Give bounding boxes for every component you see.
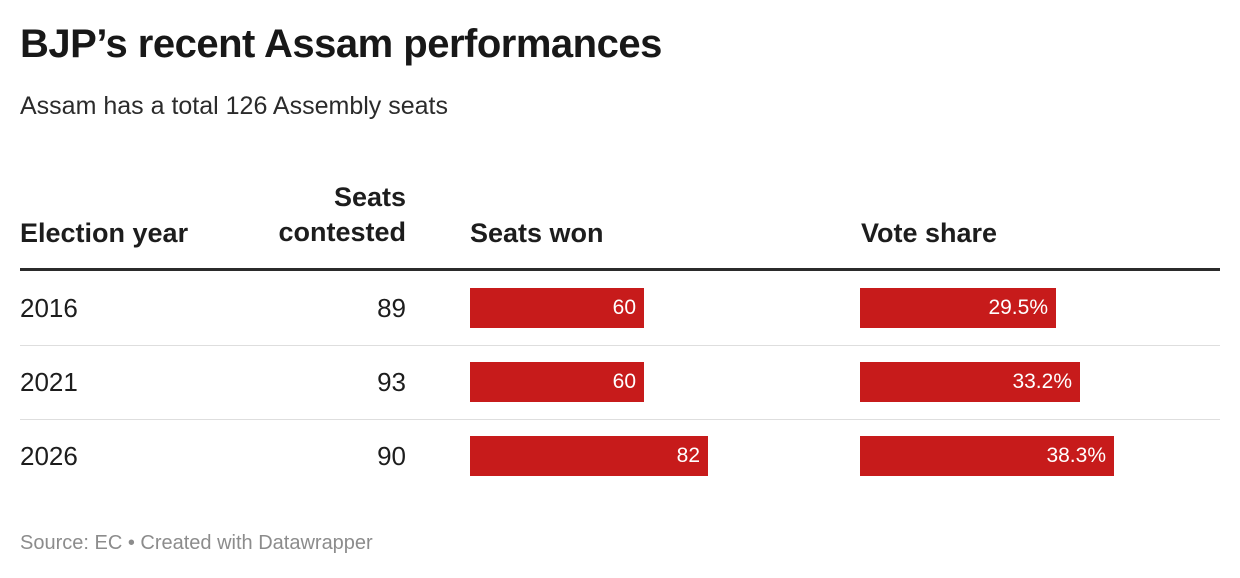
vote-share-bar: 33.2% [860, 362, 1080, 402]
vote-share-label: 29.5% [988, 296, 1048, 319]
seats-won-bar: 60 [470, 362, 644, 402]
seats-won-bar: 82 [470, 436, 708, 476]
seats-won-label: 82 [676, 444, 700, 467]
chart-subtitle: Assam has a total 126 Assembly seats [20, 92, 448, 120]
chart-title: BJP’s recent Assam performances [20, 22, 662, 66]
header-seats-contested-line1: Seats [333, 182, 406, 212]
cell-seats-contested: 89 [377, 293, 406, 323]
source-note: Source: EC • Created with Datawrapper [20, 532, 373, 554]
header-seats-contested: Seats contested [278, 180, 406, 250]
seats-won-label: 60 [612, 370, 636, 393]
vote-share-label: 33.2% [1012, 370, 1072, 393]
row-divider [20, 419, 1220, 420]
seats-won-label: 60 [612, 296, 636, 319]
header-election-year: Election year [20, 218, 189, 248]
vote-share-bar: 38.3% [860, 436, 1114, 476]
header-vote-share: Vote share [861, 218, 998, 248]
cell-year: 2026 [20, 441, 78, 471]
header-seats-contested-line2: contested [278, 217, 406, 247]
cell-seats-contested: 90 [377, 441, 406, 471]
header-seats-won: Seats won [470, 218, 604, 248]
vote-share-label: 38.3% [1046, 444, 1106, 467]
vote-share-bar: 29.5% [860, 288, 1056, 328]
seats-won-bar: 60 [470, 288, 644, 328]
cell-year: 2021 [20, 367, 78, 397]
cell-seats-contested: 93 [377, 367, 406, 397]
header-divider [20, 268, 1220, 271]
cell-year: 2016 [20, 293, 78, 323]
row-divider [20, 345, 1220, 346]
